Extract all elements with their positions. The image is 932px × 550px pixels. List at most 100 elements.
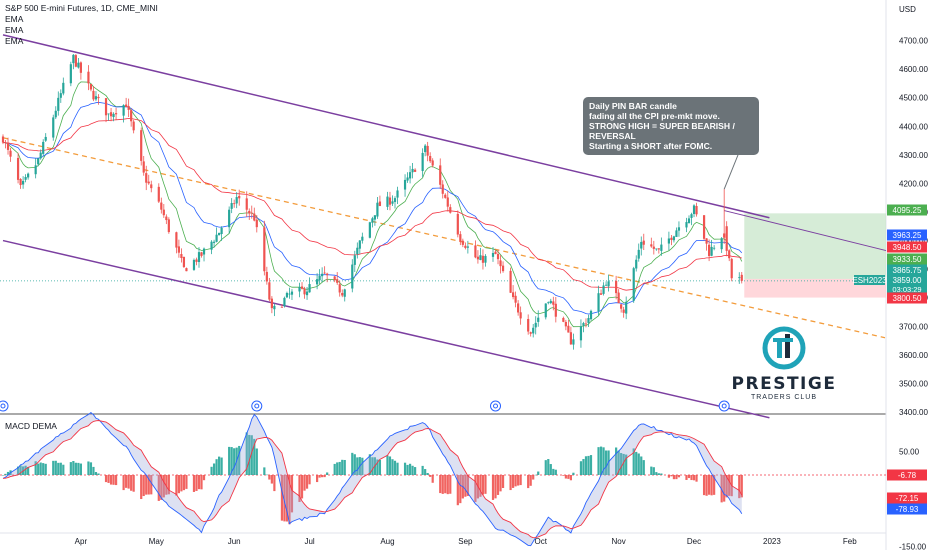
candle-body [125, 104, 128, 108]
candle-body [37, 158, 40, 165]
candle [572, 333, 575, 350]
macd-histogram-bar [499, 475, 502, 492]
candle-body [185, 268, 188, 272]
event-markers [0, 400, 730, 412]
macd-histogram-bar [104, 475, 108, 483]
candle-body [414, 169, 417, 172]
macd-histogram-bar [142, 475, 145, 497]
macd-histogram-bar [356, 457, 359, 475]
price-level-badge: 3963.25 [887, 229, 927, 241]
candle [212, 239, 216, 248]
economic-event-icon[interactable] [490, 400, 502, 412]
candle [353, 250, 356, 273]
last-price-text: 3859.00 [893, 276, 922, 285]
currency-label: USD [899, 5, 916, 14]
candle-body [202, 248, 206, 255]
candle [532, 324, 535, 338]
ema-slow-line [3, 117, 742, 291]
economic-event-icon[interactable] [251, 400, 263, 412]
macd-histogram-bar [481, 475, 485, 495]
candle [720, 237, 723, 253]
candle [356, 242, 359, 259]
candle-body [341, 292, 344, 296]
candle [34, 158, 37, 179]
candle-body [250, 212, 253, 214]
candle-body [318, 275, 321, 281]
annotation-callout[interactable]: Daily PIN BAR candle fading all the CPI … [583, 97, 759, 155]
macd-histogram-bar [378, 459, 382, 475]
candle-body [562, 317, 565, 322]
candle [89, 83, 93, 92]
candle-body [692, 205, 696, 215]
ema-legend-1[interactable]: EMA [5, 14, 24, 24]
macd-histogram-bar [72, 461, 75, 475]
candle-body [34, 165, 37, 175]
candle [677, 221, 681, 237]
candle-body [582, 323, 585, 326]
candle [388, 191, 392, 211]
candle [16, 152, 20, 184]
candle [270, 296, 273, 314]
candle [230, 198, 233, 214]
candle-body [280, 306, 284, 308]
candle [491, 246, 495, 262]
candle-body [622, 309, 625, 313]
symbol-title[interactable]: S&P 500 E-mini Futures, 1D, CME_MINI [5, 3, 158, 13]
candle [567, 319, 570, 333]
macd-histogram-bar [441, 475, 444, 494]
macd-histogram-bar [290, 475, 294, 513]
candle-body [343, 289, 346, 297]
candle [692, 204, 696, 218]
time-tick-label: Nov [612, 537, 626, 546]
time-tick-label: Oct [535, 537, 548, 546]
price-tick-label: 3600.00 [899, 351, 928, 360]
macd-histogram-bar [280, 475, 284, 521]
macd-histogram-bar [326, 472, 329, 475]
economic-event-icon[interactable] [718, 400, 730, 412]
candle [655, 248, 658, 251]
macd-histogram-bar [263, 467, 266, 475]
candle [220, 226, 223, 241]
macd-histogram-bar [449, 475, 452, 494]
candle-body [72, 54, 75, 64]
macd-histogram-bar [273, 475, 276, 492]
macd-histogram-bar [305, 475, 309, 489]
candle [667, 231, 670, 251]
economic-event-icon[interactable] [0, 400, 9, 412]
candle [554, 297, 557, 323]
candle [640, 236, 643, 256]
ema-legend-3[interactable]: EMA [5, 36, 24, 46]
macd-histogram-bar [667, 475, 670, 478]
time-tick-label: May [149, 537, 164, 546]
candle-body [270, 298, 273, 309]
candle [57, 91, 60, 116]
candle-body [308, 284, 311, 293]
candle-body [112, 113, 115, 118]
macd-histogram-bar [145, 475, 148, 495]
candle-body [690, 214, 693, 218]
ema-legend-2[interactable]: EMA [5, 25, 24, 35]
macd-histogram-bar [4, 473, 7, 475]
signal-line [2, 420, 743, 539]
macd-histogram-bar [424, 469, 427, 475]
candle [424, 144, 427, 157]
candle [637, 243, 640, 262]
macd-histogram-bar [710, 475, 713, 496]
candle [290, 289, 294, 301]
macd-histogram-bar [323, 475, 326, 478]
macd-histogram-bar [579, 461, 583, 475]
candle [408, 165, 412, 184]
macd-histogram-bar [371, 457, 374, 475]
candle-body [411, 168, 414, 173]
candle-body [620, 304, 623, 309]
candle [396, 186, 399, 205]
candle-body [660, 244, 663, 251]
candle-body [22, 180, 25, 185]
macd-histogram-bar [464, 475, 467, 497]
candle-body [670, 237, 673, 240]
candle [464, 242, 467, 250]
candle-body [403, 179, 407, 190]
candle [449, 204, 452, 214]
macd-legend[interactable]: MACD DEMA [5, 421, 57, 431]
